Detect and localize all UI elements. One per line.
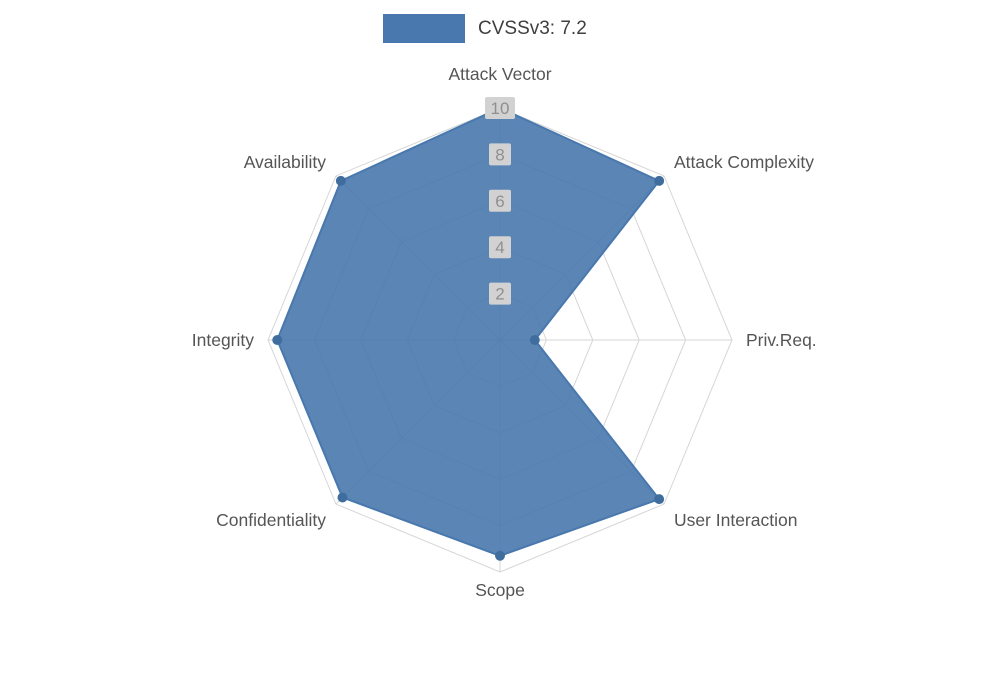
radial-tick-label: 4 xyxy=(495,238,504,257)
axis-label-scope: Scope xyxy=(475,580,525,600)
axis-label-availability: Availability xyxy=(244,152,327,172)
radial-tick-label: 6 xyxy=(495,192,504,211)
axis-label-priv-req-: Priv.Req. xyxy=(746,330,817,350)
data-point-marker xyxy=(654,494,665,505)
radial-tick-box xyxy=(489,189,511,212)
data-point-marker xyxy=(335,175,346,186)
axis-label-integrity: Integrity xyxy=(192,330,254,350)
radial-tick-label: 8 xyxy=(495,145,504,164)
radial-tick-box xyxy=(485,97,515,119)
radial-tick-box xyxy=(489,236,511,259)
axis-label-confidentiality: Confidentiality xyxy=(216,510,326,530)
legend-swatch xyxy=(383,14,465,43)
radial-tick-box xyxy=(489,282,511,305)
axis-label-attack-complexity: Attack Complexity xyxy=(674,152,814,172)
legend-label: CVSSv3: 7.2 xyxy=(478,17,587,39)
data-point-marker xyxy=(529,335,540,345)
data-point-marker xyxy=(654,175,665,186)
radial-tick-label: 2 xyxy=(495,285,504,304)
data-polygon xyxy=(276,107,661,557)
data-point-marker xyxy=(272,335,283,345)
chart-legend: CVSSv3: 7.2 xyxy=(383,14,587,43)
radial-tick-box xyxy=(489,143,511,166)
axis-label-attack-vector: Attack Vector xyxy=(448,64,551,84)
data-point-marker xyxy=(337,492,348,503)
data-point-marker xyxy=(495,550,505,561)
axis-label-user-interaction: User Interaction xyxy=(674,510,798,530)
radial-tick-label: 10 xyxy=(491,99,510,118)
